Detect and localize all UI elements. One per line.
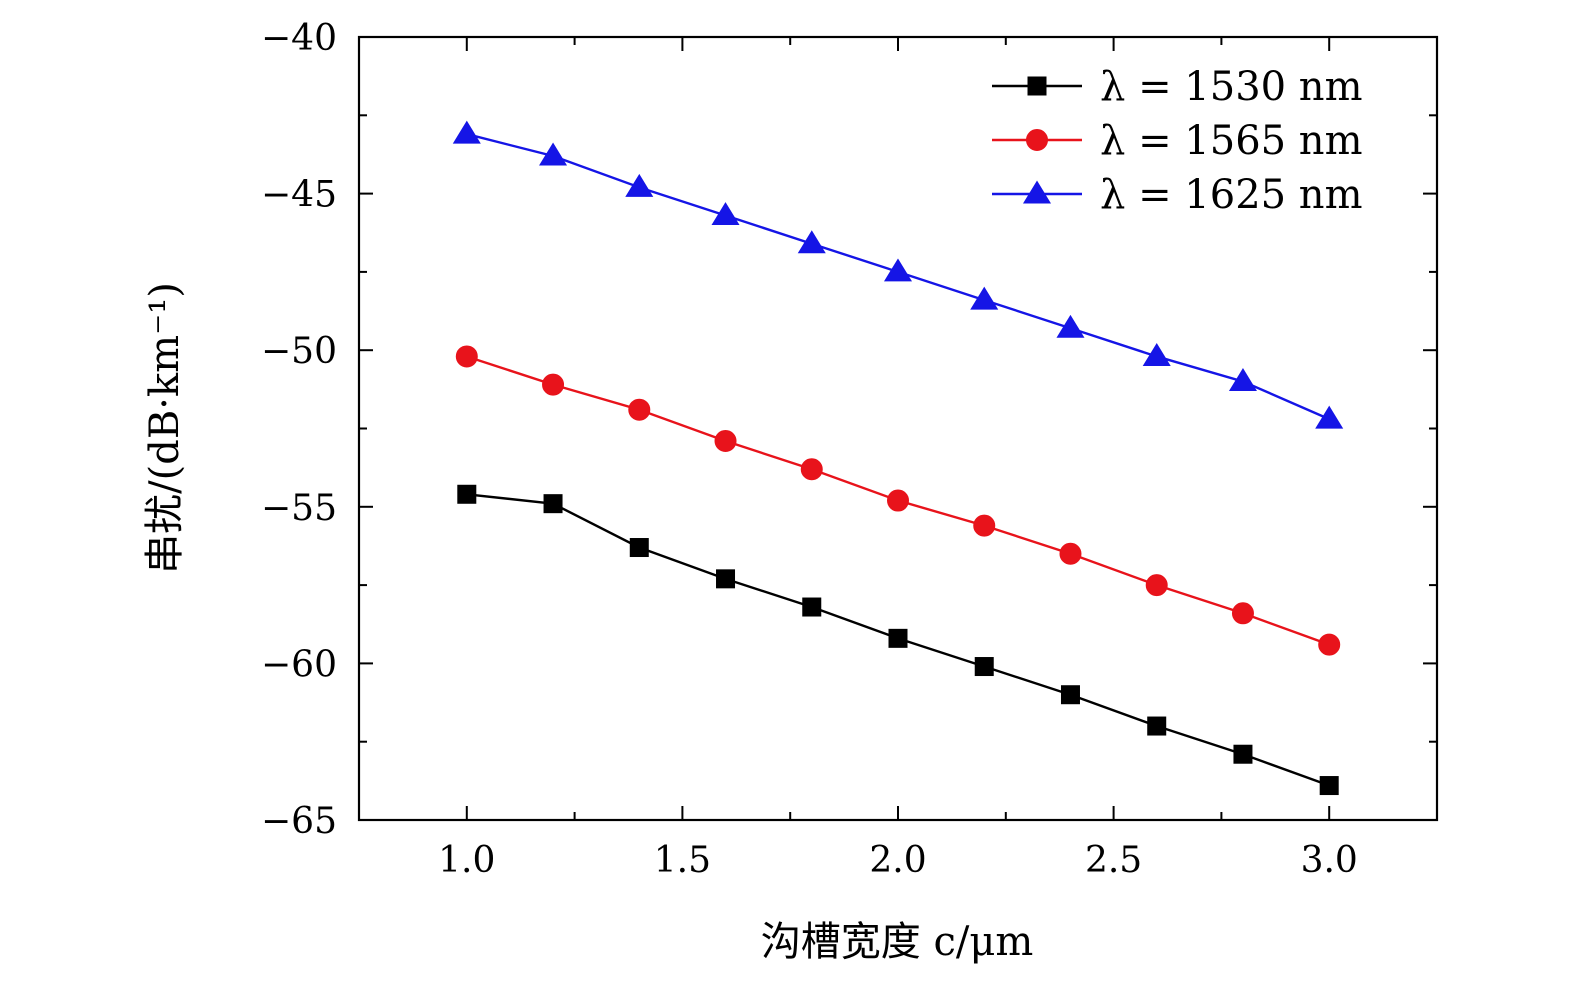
data-point bbox=[628, 398, 651, 421]
data-point bbox=[1056, 314, 1085, 338]
y-tick-label: −65 bbox=[261, 801, 337, 842]
y-tick-label: −50 bbox=[261, 331, 337, 372]
data-point bbox=[1145, 574, 1168, 597]
data-point bbox=[543, 494, 563, 514]
data-point bbox=[970, 286, 999, 310]
y-tick-label: −40 bbox=[261, 18, 337, 59]
x-tick-label: 3.0 bbox=[1301, 840, 1358, 881]
data-point bbox=[455, 345, 478, 368]
data-point bbox=[800, 458, 823, 481]
data-point bbox=[1060, 685, 1080, 705]
data-point bbox=[883, 258, 913, 282]
data-point bbox=[629, 538, 649, 558]
data-point bbox=[452, 120, 481, 144]
data-point bbox=[625, 173, 654, 197]
data-point bbox=[974, 657, 994, 677]
data-point bbox=[1233, 744, 1253, 764]
legend-item: λ = 1565 nm bbox=[992, 118, 1363, 164]
data-point bbox=[888, 628, 908, 648]
data-point bbox=[1059, 542, 1082, 565]
data-point bbox=[1319, 776, 1339, 796]
axis-ticks: 1.0 1.5 2.0 2.5 3.0 −40 −45 −50 −55 −60 −65 bbox=[261, 18, 1438, 881]
x-axis-title: 沟槽宽度 c/μm bbox=[761, 919, 1034, 965]
y-tick-label: −45 bbox=[261, 175, 337, 216]
y-tick-label: −55 bbox=[261, 488, 337, 529]
data-point bbox=[973, 514, 996, 537]
data-point bbox=[1315, 405, 1344, 429]
data-point bbox=[802, 597, 822, 617]
legend-label: λ = 1530 nm bbox=[1100, 64, 1363, 110]
data-point bbox=[1147, 716, 1167, 736]
data-point bbox=[716, 569, 736, 589]
legend: λ = 1530 nm λ = 1565 nm λ = 1625 nm bbox=[992, 64, 1363, 218]
data-point bbox=[887, 489, 909, 512]
data-point bbox=[1318, 633, 1341, 656]
data-point bbox=[1142, 343, 1171, 366]
series-3 bbox=[452, 120, 1344, 429]
x-tick-label: 2.5 bbox=[1085, 840, 1142, 881]
data-point bbox=[1228, 368, 1257, 392]
legend-label: λ = 1565 nm bbox=[1100, 118, 1363, 164]
series-lines bbox=[452, 120, 1344, 796]
y-axis-title: 串扰/(dB·km⁻¹) bbox=[142, 282, 188, 574]
legend-marker bbox=[1022, 180, 1052, 204]
data-point bbox=[539, 142, 568, 166]
y-tick-label: −60 bbox=[261, 644, 337, 685]
data-point bbox=[711, 202, 740, 226]
x-tick-label: 1.0 bbox=[438, 840, 495, 881]
x-tick-label: 2.0 bbox=[869, 840, 926, 881]
legend-item: λ = 1530 nm bbox=[992, 64, 1363, 110]
data-point bbox=[542, 373, 565, 396]
x-tick-label: 1.5 bbox=[654, 840, 711, 881]
series-1 bbox=[457, 484, 1339, 796]
data-point bbox=[457, 484, 477, 504]
legend-marker bbox=[1027, 76, 1047, 96]
legend-label: λ = 1625 nm bbox=[1100, 172, 1363, 218]
data-point bbox=[797, 230, 826, 254]
data-point bbox=[714, 430, 737, 453]
legend-marker bbox=[1026, 129, 1048, 151]
series-2 bbox=[455, 345, 1341, 656]
data-point bbox=[1231, 602, 1254, 625]
legend-item: λ = 1625 nm bbox=[992, 172, 1363, 218]
